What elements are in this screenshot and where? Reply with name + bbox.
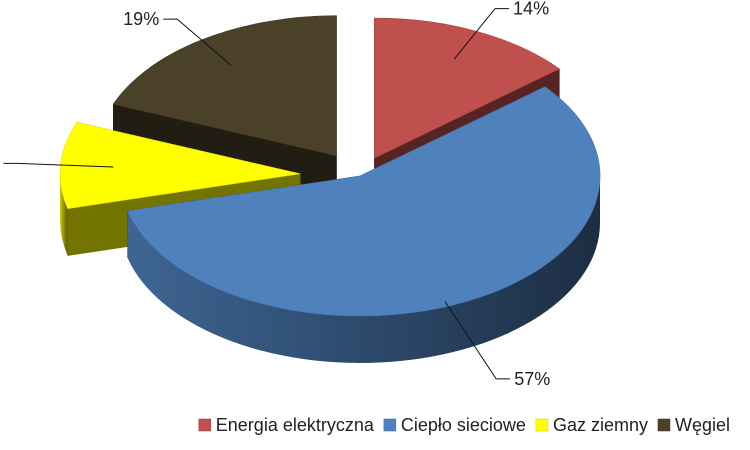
- pie-slice-tops: [59, 15, 601, 317]
- legend: Energia elektryczna Ciepło sieciowe Gaz zi…: [198, 415, 730, 435]
- legend-item-wegiel: Węgiel: [657, 415, 730, 435]
- leader-line-cieplo-sieciowe: [444, 301, 511, 380]
- legend-swatch-cieplo-sieciowe: [383, 418, 397, 432]
- legend-swatch-wegiel: [657, 418, 671, 432]
- slice-outer-wall-gaz-ziemny: [60, 173, 68, 256]
- slice-cieplo-sieciowe: [127, 86, 601, 317]
- legend-item-cieplo-sieciowe: Ciepło sieciowe: [383, 415, 526, 435]
- legend-label-energia-elektryczna: Energia elektryczna: [216, 415, 375, 435]
- data-label-energia-elektryczna: 14%: [513, 0, 549, 19]
- legend-swatch-gaz-ziemny: [535, 418, 549, 432]
- legend-item-gaz-ziemny: Gaz ziemny: [535, 415, 648, 435]
- slice-outer-wall-cieplo-sieciowe: [127, 176, 600, 364]
- data-label-wegiel: 19%: [123, 9, 159, 29]
- legend-label-gaz-ziemny: Gaz ziemny: [553, 415, 648, 435]
- legend-label-wegiel: Węgiel: [675, 415, 730, 435]
- data-labels: 14%57%10%19%: [3, 0, 550, 389]
- data-label-cieplo-sieciowe: 57%: [514, 369, 550, 389]
- legend-label-cieplo-sieciowe: Ciepło sieciowe: [401, 415, 526, 435]
- legend-swatch-energia-elektryczna: [198, 418, 212, 432]
- legend-item-energia-elektryczna: Energia elektryczna: [198, 415, 375, 435]
- leader-line-gaz-ziemny: [3, 162, 114, 168]
- leader-line-wegiel: [163, 18, 232, 66]
- leader-line-energia-elektryczna: [453, 8, 510, 60]
